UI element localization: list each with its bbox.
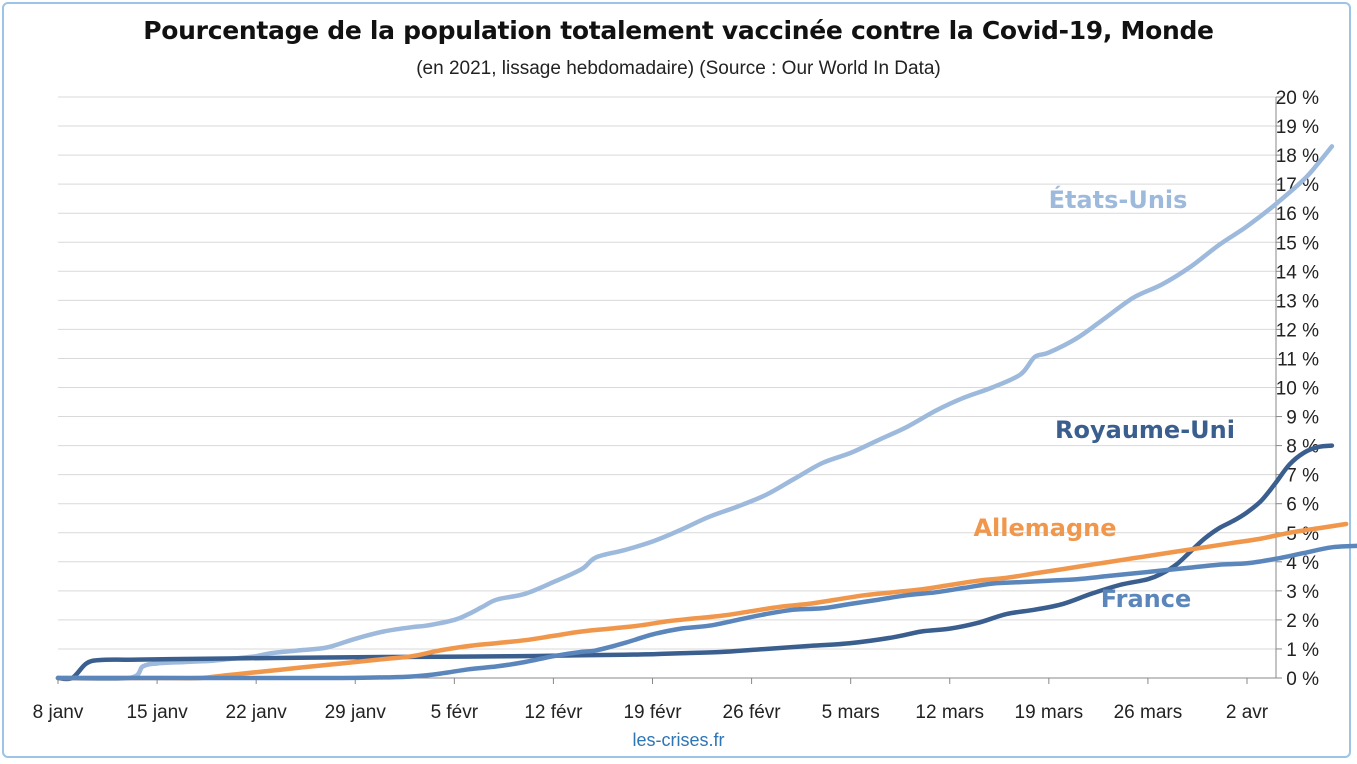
x-tick-label: 8 janv	[33, 702, 84, 723]
x-tick-label: 5 févr	[431, 702, 479, 723]
series-line-france	[55, 543, 1357, 681]
chart-subtitle: (en 2021, lissage hebdomadaire) (Source …	[416, 58, 941, 79]
series-label-allemagne: Allemagne	[973, 514, 1116, 542]
x-tick-label: 26 févr	[723, 702, 782, 723]
y-tick-label: 16 %	[1276, 204, 1319, 225]
x-tick-label: 2 avr	[1226, 702, 1269, 723]
series-line-etats-unis	[55, 144, 1335, 682]
x-tick-label: 19 févr	[623, 702, 682, 723]
y-tick-label: 7 %	[1286, 466, 1319, 487]
y-tick-label: 4 %	[1286, 553, 1319, 574]
y-tick-label: 11 %	[1277, 349, 1319, 370]
x-tick-label: 12 févr	[524, 702, 583, 723]
y-tick-label: 13 %	[1276, 291, 1319, 312]
x-tick-label: 19 mars	[1015, 702, 1084, 723]
y-tick-label: 8 %	[1286, 437, 1319, 458]
series-line-allemagne	[55, 521, 1349, 681]
grid-lines	[58, 96, 1276, 650]
series-labels: États-Unis Royaume-Uni Allemagne France	[973, 185, 1235, 613]
y-tick-label: 1 %	[1286, 640, 1319, 661]
x-tick-label: 15 janv	[126, 702, 188, 723]
y-tick-label: 2 %	[1286, 611, 1319, 632]
series-lines	[55, 144, 1357, 682]
y-tick-labels: 0 %1 %2 %3 %4 %5 %6 %7 %8 %9 %10 %11 %12…	[1276, 88, 1319, 690]
source-credit: les-crises.fr	[632, 730, 725, 750]
y-tick-label: 18 %	[1276, 146, 1319, 167]
series-line-royaume-uni	[55, 443, 1335, 682]
x-tick-labels: 8 janv 15 janv 22 janv 29 janv 5 févr 12 févr…	[33, 702, 1269, 723]
x-tick-label: 5 mars	[822, 702, 880, 723]
series-label-royaume-uni: Royaume-Uni	[1055, 416, 1235, 444]
y-tick-label: 0 %	[1286, 669, 1319, 690]
y-tick-label: 10 %	[1276, 379, 1319, 400]
chart-title: Pourcentage de la population totalement …	[143, 16, 1214, 45]
y-tick-label: 12 %	[1276, 320, 1319, 341]
x-tick-label: 26 mars	[1114, 702, 1183, 723]
x-tick-label: 29 janv	[325, 702, 387, 723]
y-tick-label: 15 %	[1276, 233, 1319, 254]
series-label-etats-unis: États-Unis	[1049, 185, 1188, 214]
x-tick-label: 22 janv	[226, 702, 288, 723]
y-tick-label: 6 %	[1286, 495, 1319, 516]
series-label-france: France	[1101, 585, 1191, 613]
y-tick-label: 14 %	[1276, 262, 1319, 283]
y-tick-label: 9 %	[1286, 408, 1319, 429]
y-tick-label: 20 %	[1276, 88, 1319, 109]
y-tick-label: 3 %	[1286, 582, 1319, 603]
y-tick-label: 19 %	[1276, 117, 1319, 138]
x-tick-label: 12 mars	[915, 702, 984, 723]
